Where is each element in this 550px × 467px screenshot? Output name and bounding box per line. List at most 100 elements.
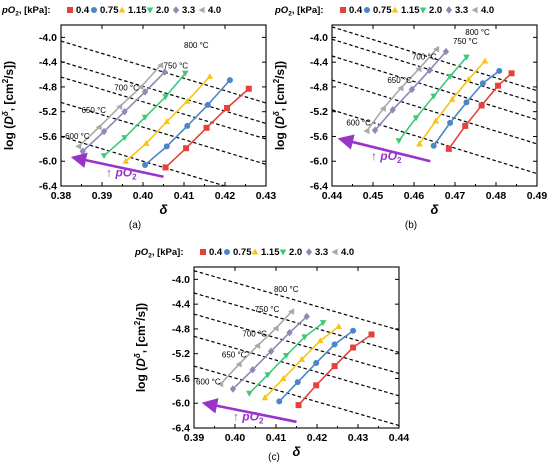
legend-title-part: 2 bbox=[288, 11, 292, 18]
data-point bbox=[448, 95, 456, 102]
data-point bbox=[335, 322, 343, 329]
legend-marker bbox=[198, 6, 205, 14]
legend-title-part: pO bbox=[1, 5, 16, 16]
x-tick-label: 0.38 bbox=[51, 190, 72, 202]
data-point bbox=[142, 161, 149, 168]
panel-c: 800 °C 750 °C 700 °C 650 °C 600 °C 0.39 0.40 0.… bbox=[133, 247, 409, 463]
data-point bbox=[141, 114, 149, 121]
data-point bbox=[478, 102, 485, 109]
data-point bbox=[137, 83, 144, 91]
data-point bbox=[206, 72, 214, 79]
y-tick-label: -4.4 bbox=[39, 57, 57, 69]
arrow-label-part: pO bbox=[379, 149, 397, 163]
legend-label: 4.0 bbox=[341, 247, 354, 258]
legend-title-part: , [kPa]: bbox=[292, 5, 324, 16]
legend-label: 1.15 bbox=[261, 247, 280, 258]
y-axis-label: log (Dδ, [cm2/s]) bbox=[272, 61, 287, 150]
data-point bbox=[313, 359, 320, 366]
legend-label: 0.4 bbox=[209, 247, 223, 258]
isotherm-label: 800 °C bbox=[465, 28, 490, 37]
data-point bbox=[121, 107, 128, 116]
y-tick-label: -4.4 bbox=[172, 299, 190, 311]
data-point bbox=[479, 80, 486, 87]
series-line bbox=[448, 72, 513, 150]
x-tick-label: 0.44 bbox=[389, 432, 410, 444]
series-line bbox=[398, 56, 468, 142]
data-point bbox=[161, 68, 168, 76]
y-label-part: log ( bbox=[273, 125, 287, 150]
legend-title-part: pO bbox=[134, 247, 149, 258]
x-tick-label: 0.49 bbox=[527, 190, 548, 202]
legend-marker bbox=[172, 6, 180, 14]
data-point bbox=[217, 380, 224, 388]
data-point bbox=[261, 394, 269, 401]
y-axis-label: log (Dδ, [cm2/s]) bbox=[133, 303, 148, 392]
isotherm-label: 750 °C bbox=[164, 61, 189, 70]
y-tick-label: -5.6 bbox=[172, 373, 190, 385]
data-point bbox=[462, 122, 469, 129]
x-tick-label: 0.48 bbox=[486, 190, 507, 202]
data-point bbox=[282, 353, 290, 359]
legend-title-part: , [kPa]: bbox=[152, 247, 184, 258]
data-point bbox=[272, 325, 279, 332]
x-tick-label: 0.42 bbox=[307, 432, 328, 444]
data-point bbox=[224, 104, 231, 111]
plot-area bbox=[332, 26, 537, 175]
panel-label: (a) bbox=[129, 220, 141, 231]
isotherm-label: 650 °C bbox=[82, 106, 107, 115]
y-axis-label: log (Dδ, [cm2/s]) bbox=[1, 61, 16, 150]
y-label-part: log ( bbox=[134, 367, 148, 392]
y-label-part: D bbox=[2, 116, 16, 125]
isotherm-label: 750 °C bbox=[453, 37, 478, 46]
legend-marker bbox=[200, 249, 206, 255]
isotherm-label: 600 °C bbox=[346, 118, 371, 127]
isotherm-label: 650 °C bbox=[387, 76, 412, 85]
legend-marker bbox=[331, 248, 338, 256]
y-tick-label: -4.8 bbox=[39, 81, 57, 93]
y-tick-label: -5.2 bbox=[172, 348, 190, 360]
y-tick-label: -6.0 bbox=[172, 398, 190, 410]
data-point bbox=[430, 142, 437, 149]
data-point bbox=[426, 66, 433, 74]
y-label-part: /s]) bbox=[134, 303, 148, 321]
panel-label: (b) bbox=[405, 220, 417, 231]
arrow-label-part: ↑ bbox=[106, 166, 115, 180]
data-point bbox=[313, 382, 320, 389]
isotherm-label: 650 °C bbox=[222, 350, 247, 359]
y-label-part: /s]) bbox=[2, 61, 16, 79]
legend-label: 0.4 bbox=[76, 5, 90, 16]
y-label-part: , [cm bbox=[273, 83, 287, 111]
legend-title-part: 2 bbox=[148, 253, 152, 260]
data-point bbox=[162, 164, 169, 171]
y-label-part: δ bbox=[1, 111, 10, 116]
legend-marker bbox=[146, 7, 154, 14]
data-point bbox=[245, 85, 252, 92]
y-label-part: 2 bbox=[272, 78, 281, 83]
arrow-label-part: ↑ bbox=[233, 410, 242, 424]
data-point bbox=[235, 360, 242, 368]
data-point bbox=[303, 312, 310, 321]
isotherm-label: 600 °C bbox=[196, 378, 221, 387]
data-point bbox=[368, 331, 375, 338]
data-point bbox=[163, 118, 171, 125]
y-tick-label: -5.6 bbox=[310, 131, 328, 143]
legend-marker bbox=[251, 248, 259, 255]
y-tick-label: -4.0 bbox=[310, 32, 328, 44]
legend-marker bbox=[391, 6, 399, 13]
data-point bbox=[267, 347, 275, 355]
data-point bbox=[203, 124, 210, 131]
legend-label: 0.75 bbox=[233, 247, 252, 258]
data-point bbox=[445, 145, 452, 152]
x-tick-label: 0.39 bbox=[92, 190, 113, 202]
x-tick-label: 0.42 bbox=[215, 190, 236, 202]
data-point bbox=[389, 106, 396, 114]
y-tick-label: -6.4 bbox=[172, 423, 190, 435]
x-tick-label: 0.43 bbox=[256, 190, 277, 202]
po2-arrow bbox=[70, 152, 164, 178]
y-label-part: , [cm bbox=[2, 83, 16, 111]
legend-marker bbox=[91, 7, 97, 13]
data-point bbox=[100, 153, 108, 160]
panel-a: 800 °C 750 °C 700 °C 650 °C 600 °C 0.38 0.39 0.… bbox=[1, 5, 276, 231]
data-point bbox=[298, 355, 306, 362]
